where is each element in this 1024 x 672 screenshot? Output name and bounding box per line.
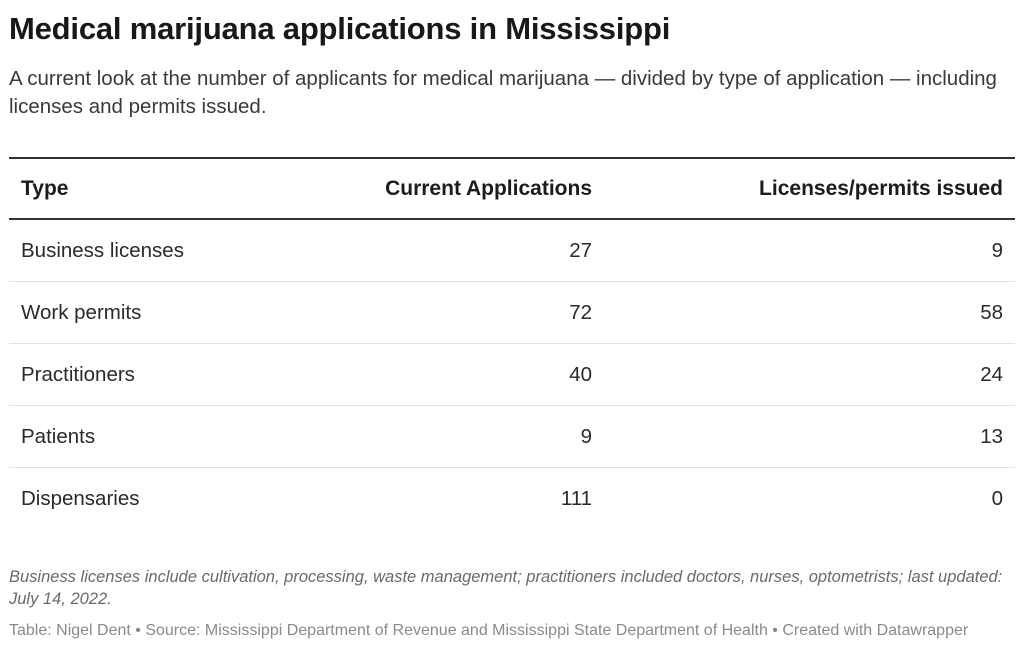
data-table: Type Current Applications Licenses/permi… xyxy=(9,157,1015,529)
table-notes: Business licenses include cultivation, p… xyxy=(9,568,1003,608)
table-container: Medical marijuana applications in Missis… xyxy=(9,8,1015,639)
column-header-type: Type xyxy=(9,157,349,220)
cell-type: Dispensaries xyxy=(21,486,140,510)
table-credits: Table: Nigel Dent • Source: Mississippi … xyxy=(9,622,969,639)
cell-current-applications: 111 xyxy=(560,486,592,510)
table-header-row: Type Current Applications Licenses/permi… xyxy=(9,157,1015,220)
column-header-licenses-issued: Licenses/permits issued xyxy=(604,157,1015,220)
cell-type: Practitioners xyxy=(9,343,349,406)
table-row: Patients 9 13 xyxy=(9,405,1015,468)
cell-issued: 24 xyxy=(604,343,1015,406)
cell-issued: 13 xyxy=(604,405,1015,468)
table-row: Business licenses 27 9 xyxy=(9,219,1015,282)
table-row: Dispensaries 111 0 xyxy=(9,468,1015,530)
cell-current-applications: 27 xyxy=(349,219,604,282)
cell-issued: 58 xyxy=(604,281,1015,344)
cell-type: Work permits xyxy=(9,281,349,344)
column-header-current-applications: Current Applications xyxy=(349,157,604,220)
cell-current-applications: 40 xyxy=(349,343,604,406)
cell-current-applications: 72 xyxy=(349,281,604,344)
cell-issued: 0 xyxy=(991,486,1003,510)
cell-issued: 9 xyxy=(604,219,1015,282)
cell-current-applications: 9 xyxy=(349,405,604,468)
table-row: Practitioners 40 24 xyxy=(9,343,1015,406)
table-row: Work permits 72 58 xyxy=(9,281,1015,344)
cell-type: Business licenses xyxy=(9,219,349,282)
table-subtitle: A current look at the number of applican… xyxy=(9,67,997,118)
cell-type: Patients xyxy=(9,405,349,468)
table-title: Medical marijuana applications in Missis… xyxy=(9,11,671,46)
